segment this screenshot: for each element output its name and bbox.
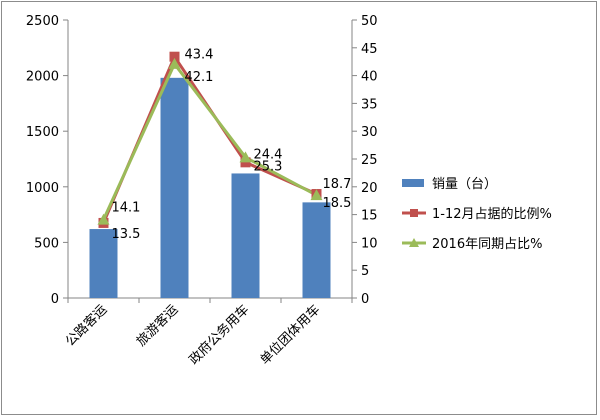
data-label: 13.5 bbox=[112, 227, 141, 242]
y-right-tick-label: 40 bbox=[361, 70, 378, 85]
markers-layer bbox=[97, 51, 323, 228]
chart-canvas: 0 500 1000 1500 2000 2500 0 5 10 15 20 25 30 35 40 45 50… bbox=[26, 14, 552, 368]
legend-label: 销量（台） bbox=[432, 177, 497, 192]
y-left-tick-label: 1000 bbox=[26, 181, 59, 196]
triangle-marker bbox=[168, 57, 181, 69]
data-label: 25.3 bbox=[254, 159, 283, 174]
x-tick-label: 公路客运 bbox=[62, 302, 110, 350]
data-label: 24.4 bbox=[254, 147, 283, 162]
y-right-tick-label: 15 bbox=[361, 209, 378, 224]
y-right-tick-label: 25 bbox=[361, 153, 378, 168]
y-right-tick-label: 5 bbox=[361, 264, 369, 279]
y-right-tick-label: 20 bbox=[361, 181, 378, 196]
data-labels-layer: 13.5 43.4 24.4 18.7 14.1 42.1 25.3 18.5 bbox=[112, 48, 352, 242]
bars-layer bbox=[89, 77, 331, 298]
y-right-tick-label: 50 bbox=[361, 14, 378, 29]
data-label: 18.7 bbox=[323, 177, 352, 192]
bar bbox=[89, 229, 118, 298]
y-right-tick-label: 10 bbox=[361, 236, 378, 251]
y-left-tick-label: 1500 bbox=[26, 125, 59, 140]
x-tick-label: 政府公务用车 bbox=[186, 302, 252, 368]
y-left-tick-label: 0 bbox=[51, 292, 59, 307]
x-tick-label: 单位团体用车 bbox=[257, 302, 323, 368]
data-label: 18.5 bbox=[323, 196, 352, 211]
chart-frame: 0 500 1000 1500 2000 2500 0 5 10 15 20 25 30 35 40 45 50… bbox=[1, 1, 597, 415]
y-right-tick-label: 0 bbox=[361, 292, 369, 307]
y-left-tick-label: 2000 bbox=[26, 70, 59, 85]
lines-layer bbox=[102, 55, 318, 224]
bar bbox=[302, 202, 331, 298]
legend-label: 2016年同期占比% bbox=[432, 237, 542, 252]
triangle-marker bbox=[97, 213, 110, 225]
data-label: 14.1 bbox=[112, 201, 141, 216]
triangle-marker bbox=[239, 151, 252, 163]
legend-swatch-bar bbox=[402, 179, 424, 187]
y-left-tick-label: 500 bbox=[34, 236, 59, 251]
y-right-tick-label: 35 bbox=[361, 97, 378, 112]
bar bbox=[160, 77, 189, 298]
y-left-tick-label: 2500 bbox=[26, 14, 59, 29]
square-marker bbox=[240, 157, 251, 168]
data-label: 42.1 bbox=[185, 70, 214, 85]
triangle-marker bbox=[310, 189, 323, 201]
data-label: 43.4 bbox=[185, 48, 214, 63]
bar bbox=[231, 173, 260, 298]
legend-label: 1-12月占据的比例% bbox=[432, 206, 552, 222]
legend-triangle-marker bbox=[409, 238, 419, 247]
legend: 销量（台） 1-12月占据的比例% 2016年同期占比% bbox=[402, 177, 552, 252]
y-right-tick-label: 45 bbox=[361, 42, 378, 57]
series-line bbox=[102, 62, 318, 221]
square-marker bbox=[169, 51, 180, 62]
x-tick-label: 旅游客运 bbox=[133, 302, 181, 350]
legend-square-marker bbox=[410, 209, 418, 217]
y-right-tick-label: 30 bbox=[361, 125, 378, 140]
